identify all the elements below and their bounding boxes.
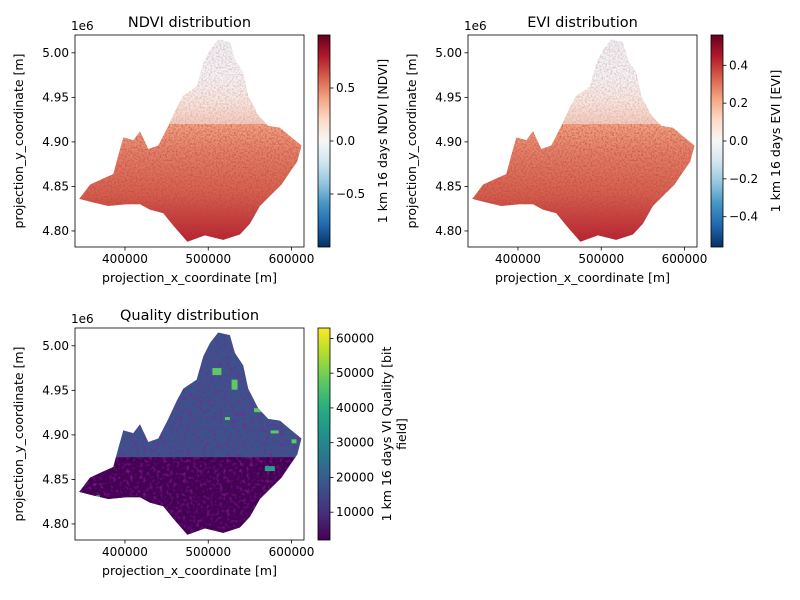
colorbar-gradient [318, 328, 330, 540]
chart-panel-3: 400000 500000 600000 4.80 4.85 4.90 4.95 5.00 Qu… [11, 308, 409, 578]
colorbar-tick-label: 30000 [336, 436, 374, 450]
colorbar-label-line: 1 km 16 days VI Quality [bit [379, 347, 394, 522]
chart-title: Quality distribution [120, 308, 259, 324]
y-tick-label: 4.80 [42, 517, 69, 531]
colorbar-tick-label: 40000 [336, 401, 374, 415]
raster-texture [79, 39, 302, 242]
y-tick-label: 5.00 [435, 46, 462, 60]
y-tick-label: 4.80 [435, 224, 462, 238]
x-tick-label: 500000 [185, 252, 231, 266]
colorbar-tick-label: 0.2 [729, 96, 748, 110]
chart-panel-2: 400000 500000 600000 4.80 4.85 4.90 4.95 5.00 EV… [404, 15, 783, 285]
colorbar: −0.5 0.0 0.5 1 km 16 days NDVI [NDVI] [317, 34, 390, 248]
colorbar-label: 1 km 16 days NDVI [NDVI] [375, 59, 390, 223]
quality-patch [241, 354, 247, 359]
y-offset-label: 1e6 [71, 19, 94, 33]
y-tick-label: 4.85 [42, 179, 69, 193]
x-tick-label: 500000 [185, 545, 231, 559]
colorbar: −0.4 −0.2 0.0 0.2 0.4 1 km 16 days EVI [EVI] [710, 34, 783, 248]
colorbar-tick-label: 10000 [336, 505, 374, 519]
colorbar-tick-label: −0.4 [729, 210, 758, 224]
raster-image [79, 39, 302, 242]
axes-frame [467, 34, 698, 248]
quality-patch [224, 417, 230, 421]
y-axis-label: projection_y_coordinate [m] [11, 347, 26, 522]
colorbar-gradient [318, 35, 330, 247]
colorbar-frame [317, 327, 331, 541]
colorbar-tick-label: 0.5 [336, 81, 355, 95]
colorbar-tick-label: 0.4 [729, 58, 748, 72]
quality-patch [212, 368, 222, 376]
colorbar-tick-label: 20000 [336, 470, 374, 484]
raster-north-haze [472, 39, 695, 125]
colorbar-label: 1 km 16 days EVI [EVI] [768, 70, 783, 213]
colorbar-tick-label: −0.5 [336, 187, 365, 201]
x-axis-label: projection_x_coordinate [m] [495, 270, 670, 285]
y-axis-label: projection_y_coordinate [m] [11, 54, 26, 229]
y-tick-label: 5.00 [42, 46, 69, 60]
quality-patch [95, 495, 100, 499]
axes-frame [74, 327, 305, 541]
raster-texture [79, 332, 302, 535]
raster-image [79, 332, 302, 535]
y-tick-label: 4.90 [42, 135, 69, 149]
y-tick-label: 4.95 [42, 383, 69, 397]
y-tick-label: 4.95 [435, 90, 462, 104]
y-tick-label: 4.85 [435, 179, 462, 193]
chart-panel-1: 400000 500000 600000 4.80 4.85 4.90 4.95 5.00 ND… [11, 15, 390, 285]
raster-texture [472, 39, 695, 242]
colorbar: 10000 20000 30000 40000 50000 60000 1 km 16 da… [317, 327, 409, 541]
y-offset-label: 1e6 [71, 312, 94, 326]
y-tick-label: 4.90 [42, 428, 69, 442]
colorbar-label: 1 km 16 days VI Quality [bitfield] [379, 347, 409, 522]
x-tick-label: 600000 [662, 252, 708, 266]
y-tick-label: 5.00 [42, 339, 69, 353]
raster-image [472, 39, 695, 242]
y-tick-label: 4.80 [42, 224, 69, 238]
raster-north-haze [79, 39, 302, 125]
colorbar-tick-label: 0.0 [729, 134, 748, 148]
y-tick-label: 4.90 [435, 135, 462, 149]
colorbar-tick-label: 50000 [336, 366, 374, 380]
colorbar-tick-label: 0.0 [336, 134, 355, 148]
x-tick-label: 600000 [269, 545, 315, 559]
x-tick-label: 400000 [102, 545, 148, 559]
x-axis-label: projection_x_coordinate [m] [102, 563, 277, 578]
y-axis-label: projection_y_coordinate [m] [404, 54, 419, 229]
colorbar-tick-label: −0.2 [729, 172, 758, 186]
axes-frame [74, 34, 305, 248]
colorbar-label-line: field] [394, 418, 409, 450]
x-tick-label: 600000 [269, 252, 315, 266]
colorbar-gradient [711, 35, 723, 247]
y-tick-label: 4.85 [42, 472, 69, 486]
x-tick-label: 500000 [578, 252, 624, 266]
x-tick-label: 400000 [495, 252, 541, 266]
quality-patch [270, 430, 279, 434]
chart-title: NDVI distribution [128, 15, 251, 31]
quality-patch [254, 408, 262, 413]
quality-patch [231, 379, 238, 390]
colorbar-tick-label: 60000 [336, 331, 374, 345]
quality-patch [264, 466, 275, 472]
x-tick-label: 400000 [102, 252, 148, 266]
quality-patch [106, 502, 119, 506]
y-tick-label: 4.95 [42, 90, 69, 104]
x-axis-label: projection_x_coordinate [m] [102, 270, 277, 285]
quality-patch [291, 439, 297, 444]
y-offset-label: 1e6 [464, 19, 487, 33]
chart-title: EVI distribution [527, 15, 638, 31]
